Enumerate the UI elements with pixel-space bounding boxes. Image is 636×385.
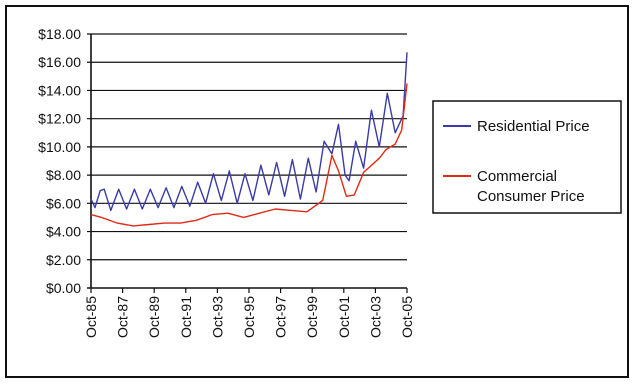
y-axis-tick-labels: $0.00 $2.00 $4.00 $6.00 $8.00 $10.00 $12.00 $14… xyxy=(38,26,81,296)
x-tick-label: Oct-01 xyxy=(336,296,352,338)
y-tick-label: $2.00 xyxy=(46,252,81,268)
x-tick-label: Oct-87 xyxy=(115,296,131,338)
legend: Residential Price Commercial Consumer Pri… xyxy=(432,100,622,214)
y-tick-label: $16.00 xyxy=(38,54,81,70)
y-tick-label: $6.00 xyxy=(46,195,81,211)
legend-box xyxy=(432,100,622,214)
legend-label-residential: Residential Price xyxy=(477,118,590,135)
x-tick-label: Oct-95 xyxy=(241,296,257,338)
series-line-residential xyxy=(90,52,408,212)
y-tick-label: $10.00 xyxy=(38,139,81,155)
x-tick-label: Oct-99 xyxy=(304,296,320,338)
y-tick-label: $18.00 xyxy=(38,26,81,42)
x-axis-tick-labels: Oct-85 Oct-87 Oct-89 Oct-91 Oct-93 Oct-95 Oct-… xyxy=(83,296,415,338)
legend-label-commercial: Commercial Consumer Price xyxy=(477,168,585,205)
series-line-commercial xyxy=(90,83,408,227)
x-tick-label: Oct-05 xyxy=(399,296,415,338)
x-tick-label: Oct-93 xyxy=(209,296,225,338)
x-tick-label: Oct-03 xyxy=(367,296,383,338)
x-tick-label: Oct-97 xyxy=(273,296,289,338)
x-tick-label: Oct-85 xyxy=(83,296,99,338)
x-tick-label: Oct-89 xyxy=(146,296,162,338)
x-tick-label: Oct-91 xyxy=(178,296,194,338)
y-tick-label: $0.00 xyxy=(46,280,81,296)
y-tick-label: $8.00 xyxy=(46,167,81,183)
legend-label-line: Commercial xyxy=(477,168,557,185)
y-tick-label: $14.00 xyxy=(38,82,81,98)
y-tick-label: $4.00 xyxy=(46,224,81,240)
legend-label-line: Consumer Price xyxy=(477,188,585,205)
y-tick-label: $12.00 xyxy=(38,111,81,127)
gridlines xyxy=(87,33,408,293)
series-lines xyxy=(90,52,408,227)
